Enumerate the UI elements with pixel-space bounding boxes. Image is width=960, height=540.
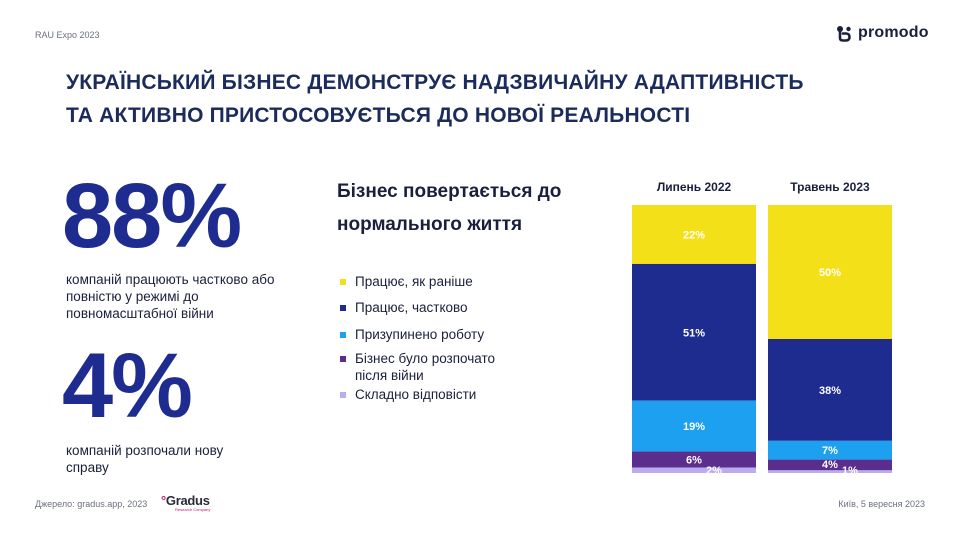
page-title: УКРАЇНСЬКИЙ БІЗНЕС ДЕМОНСТРУЄ НАДЗВИЧАЙН…: [66, 66, 886, 132]
bar-segment: [632, 263, 756, 401]
data-label: 19%: [683, 421, 705, 433]
bar-segment: [632, 467, 756, 473]
bar-segment: [768, 205, 892, 339]
gradus-logo-text: °Gradus: [161, 493, 210, 508]
legend-label: Працює, як раніше: [355, 274, 473, 289]
category-label: Травень 2023: [790, 180, 870, 194]
legend-item: Бізнес було розпочато після війни: [340, 350, 495, 384]
category-label: Липень 2022: [657, 180, 732, 194]
legend-swatch: [340, 356, 346, 362]
legend-label: Працює, частково: [355, 300, 468, 315]
promodo-logo-icon: [837, 25, 851, 42]
promodo-logo: promodo: [836, 24, 929, 42]
bar-segment: [768, 339, 892, 441]
event-label: RAU Expo 2023: [35, 30, 100, 40]
bar-segment: [632, 451, 756, 468]
legend-item: Працює, як раніше: [340, 273, 473, 290]
stat-description-88: компаній працюють частково або повністю …: [66, 272, 275, 321]
data-label: 22%: [683, 229, 705, 241]
data-label: 7%: [822, 445, 838, 457]
bar-segment: [632, 400, 756, 452]
data-label: 2%: [706, 465, 722, 477]
gradus-logo-subtitle: Research Company: [175, 507, 211, 512]
bar-segment: [768, 459, 892, 471]
legend-item: Складно відповісти: [340, 386, 476, 403]
legend-swatch: [340, 392, 346, 398]
bar-segment: [768, 440, 892, 460]
legend-label: Призупинено роботу: [355, 327, 485, 342]
title-line: УКРАЇНСЬКИЙ БІЗНЕС ДЕМОНСТРУЄ НАДЗВИЧАЙН…: [66, 71, 804, 94]
legend-label: Складно відповісти: [355, 387, 477, 402]
stacked-bar-chart: Липень 2022 22% 51% 19% 6% 2% Травень 2023 50% 3…: [632, 180, 892, 477]
legend-swatch: [340, 305, 346, 311]
brand-name: promodo: [858, 24, 929, 41]
gradus-logo: °Gradus Research Company: [161, 493, 210, 512]
source-note: Джерело: gradus.app, 2023: [35, 499, 148, 509]
data-label: 51%: [683, 327, 705, 339]
date-label: Київ, 5 вересня 2023: [838, 499, 925, 509]
stat-value-88: 88%: [62, 165, 242, 267]
title-line: ТА АКТИВНО ПРИСТОСОВУЄТЬСЯ ДО НОВОЇ РЕАЛ…: [66, 104, 691, 127]
data-label: 1%: [842, 465, 858, 477]
data-label: 50%: [819, 267, 841, 279]
stat-description-4: компаній розпочали нову справу: [66, 443, 224, 475]
legend-swatch: [340, 332, 346, 338]
data-label: 4%: [822, 459, 838, 471]
chart-title: Бізнес повертається до нормального життя: [337, 181, 562, 235]
data-label: 6%: [686, 455, 702, 467]
legend-item: Призупинено роботу: [340, 326, 484, 343]
legend-item: Працює, частково: [340, 299, 468, 316]
data-label: 38%: [819, 385, 841, 397]
legend-swatch: [340, 279, 346, 285]
legend-label: Бізнес було розпочато після війни: [355, 351, 496, 383]
stat-value-4: 4%: [62, 335, 193, 437]
bar-segment: [632, 205, 756, 264]
bar-segment: [768, 470, 892, 473]
